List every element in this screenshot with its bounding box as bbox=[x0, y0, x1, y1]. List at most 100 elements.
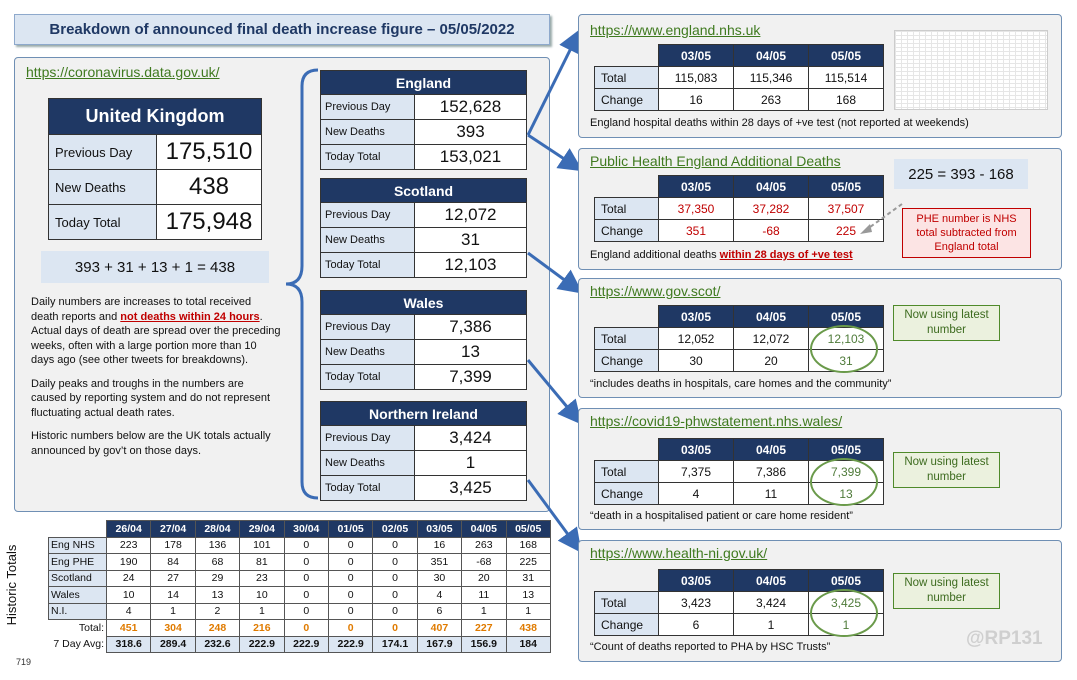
historic-cell: 225 bbox=[505, 553, 551, 571]
historic-cell: 10 bbox=[239, 586, 285, 604]
total-cell: 37,282 bbox=[733, 197, 809, 220]
today-label: Today Total bbox=[321, 145, 415, 169]
total-cell: 407 bbox=[416, 619, 463, 637]
date-header: 03/05 bbox=[658, 305, 734, 328]
historic-cell: 4 bbox=[416, 586, 463, 604]
scotland-note: Now using latest number bbox=[893, 305, 1000, 341]
date-header: 03/05 bbox=[658, 44, 734, 67]
historic-cell: 68 bbox=[194, 553, 241, 571]
new-label: New Deaths bbox=[321, 120, 415, 144]
scotland-caption: “includes deaths in hospitals, care home… bbox=[590, 378, 892, 390]
source-link-nhs[interactable]: https://www.england.nhs.uk bbox=[590, 22, 761, 38]
historic-cell: 0 bbox=[372, 569, 418, 587]
change-cell: 6 bbox=[658, 613, 734, 636]
historic-cell: 263 bbox=[461, 536, 507, 554]
historic-date-header: 27/04 bbox=[150, 520, 196, 538]
source-link-gov-uk[interactable]: https://coronavirus.data.gov.uk/ bbox=[26, 64, 220, 80]
date-header: 05/05 bbox=[808, 44, 884, 67]
phe-note: PHE number is NHS total subtracted from … bbox=[902, 208, 1031, 258]
total-cell: 0 bbox=[327, 619, 374, 637]
total-cell: 451 bbox=[105, 619, 152, 637]
change-label: Change bbox=[594, 349, 659, 372]
historic-date-header: 26/04 bbox=[105, 520, 152, 538]
historic-cell: 81 bbox=[239, 553, 285, 571]
change-cell: 168 bbox=[808, 88, 884, 111]
phe-caption-highlight: within 28 days of +ve test bbox=[719, 249, 853, 261]
date-header: 04/05 bbox=[733, 305, 809, 328]
table-row: N.I. 4 1 2 1 0 0 0 6 1 1 bbox=[48, 602, 551, 620]
nhs-caption: England hospital deaths within 28 days o… bbox=[590, 117, 969, 129]
historic-cell: 0 bbox=[283, 536, 329, 554]
date-header: 03/05 bbox=[658, 569, 734, 592]
source-link-scotland[interactable]: https://www.gov.scot/ bbox=[590, 283, 721, 299]
para1-text-c: . Actual days of death are spread over t… bbox=[31, 310, 281, 367]
page-title: Breakdown of announced final death incre… bbox=[14, 14, 550, 45]
today-value: 3,425 bbox=[449, 478, 492, 497]
date-header: 04/05 bbox=[733, 438, 809, 461]
explanation-text: Daily numbers are increases to total rec… bbox=[31, 295, 281, 458]
ni-caption: “Count of deaths reported to PHA by HSC … bbox=[590, 641, 831, 653]
change-cell: 16 bbox=[658, 88, 734, 111]
new-label: New Deaths bbox=[321, 340, 415, 364]
historic-date-header: 02/05 bbox=[372, 520, 418, 538]
change-cell: 225 bbox=[808, 219, 884, 242]
historic-cell: 0 bbox=[327, 569, 374, 587]
historic-cell: 0 bbox=[283, 569, 329, 587]
total-cell: 248 bbox=[194, 619, 241, 637]
historic-cell: 0 bbox=[327, 553, 374, 571]
today-label: Today Total bbox=[321, 365, 415, 389]
historic-cell: 0 bbox=[283, 586, 329, 604]
source-link-ni[interactable]: https://www.health-ni.gov.uk/ bbox=[590, 545, 768, 561]
historic-cell: 13 bbox=[505, 586, 551, 604]
historic-cell: 4 bbox=[105, 602, 152, 620]
nhs-table: 03/05 04/05 05/05 Total 115,083 115,346 115,5… bbox=[594, 44, 884, 111]
page-number: 719 bbox=[16, 657, 32, 667]
avg-cell: 156.9 bbox=[461, 635, 507, 653]
source-link-phe[interactable]: Public Health England Additional Deaths bbox=[590, 153, 841, 169]
new-label: New Deaths bbox=[321, 228, 415, 252]
uk-today-value: 175,948 bbox=[165, 208, 253, 235]
historic-cell: 1 bbox=[461, 602, 507, 620]
avg-cell: 174.1 bbox=[372, 635, 418, 653]
today-value: 7,399 bbox=[449, 367, 492, 386]
date-header: 05/05 bbox=[808, 305, 884, 328]
historic-cell: 190 bbox=[105, 553, 152, 571]
today-value: 12,103 bbox=[444, 255, 497, 274]
historic-cell: 31 bbox=[505, 569, 551, 587]
row-label: Total: bbox=[48, 619, 107, 636]
historic-date-header: 29/04 bbox=[239, 520, 285, 538]
historic-cell: 178 bbox=[150, 536, 196, 554]
historic-cell: -68 bbox=[461, 553, 507, 571]
historic-cell: 10 bbox=[105, 586, 152, 604]
row-label: N.I. bbox=[48, 602, 107, 620]
new-value: 393 bbox=[456, 122, 485, 141]
change-cell: 351 bbox=[658, 219, 734, 242]
region-scotland: Scotland Previous Day 12,072 New Deaths 31… bbox=[320, 178, 527, 278]
historic-cell: 351 bbox=[416, 553, 463, 571]
prev-value: 3,424 bbox=[449, 428, 492, 447]
change-label: Change bbox=[594, 613, 659, 636]
historic-cell: 0 bbox=[327, 586, 374, 604]
historic-cell: 1 bbox=[505, 602, 551, 620]
historic-cell: 20 bbox=[461, 569, 507, 587]
dashed-arrow-icon bbox=[860, 203, 903, 234]
date-header: 04/05 bbox=[733, 569, 809, 592]
total-cell: 0 bbox=[372, 619, 418, 637]
total-cell: 7,386 bbox=[733, 460, 809, 483]
uk-new-label: New Deaths bbox=[49, 170, 157, 204]
historic-date-header: 05/05 bbox=[505, 520, 551, 538]
uk-today-label: Today Total bbox=[49, 205, 157, 239]
source-link-wales[interactable]: https://covid19-phwstatement.nhs.wales/ bbox=[590, 413, 843, 429]
highlight-circle bbox=[810, 589, 878, 637]
new-value: 1 bbox=[465, 453, 476, 472]
historic-cell: 13 bbox=[194, 586, 241, 604]
historic-date-header: 28/04 bbox=[194, 520, 241, 538]
highlight-circle bbox=[810, 325, 878, 373]
historic-cell: 27 bbox=[150, 569, 196, 587]
historic-cell: 30 bbox=[416, 569, 463, 587]
today-label: Today Total bbox=[321, 476, 415, 500]
historic-cell: 84 bbox=[150, 553, 196, 571]
date-header: 04/05 bbox=[733, 44, 809, 67]
region-name: Wales bbox=[321, 291, 526, 314]
explanation-para-1: Daily numbers are increases to total rec… bbox=[31, 295, 281, 368]
